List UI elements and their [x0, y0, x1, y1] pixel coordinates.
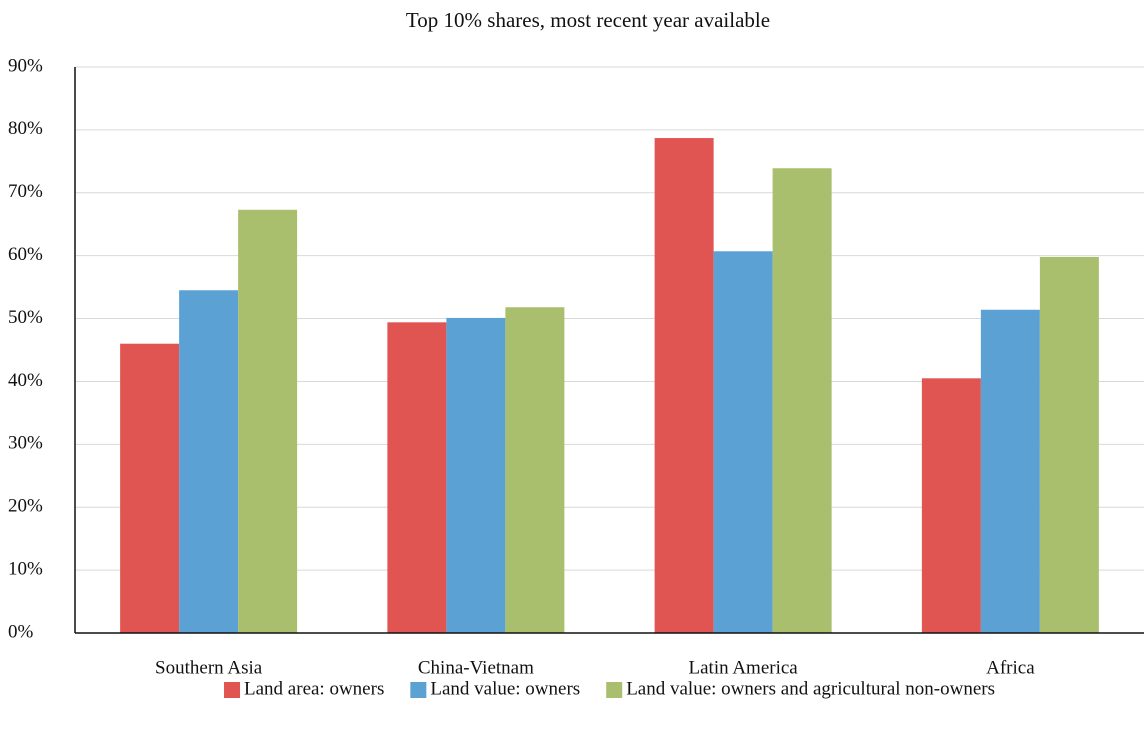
y-tick-label: 30%	[8, 433, 43, 454]
legend-label: Land value: owners	[430, 678, 580, 699]
x-tick-label: Latin America	[689, 657, 799, 678]
chart-title: Top 10% shares, most recent year availab…	[406, 8, 770, 32]
y-tick-label: 60%	[8, 244, 43, 265]
bar	[980, 309, 1040, 633]
legend-label: Land value: owners and agricultural non-…	[626, 678, 995, 699]
x-tick-label: Southern Asia	[155, 657, 263, 678]
y-tick-label: 70%	[8, 181, 43, 202]
legend-swatch	[606, 682, 623, 698]
bar	[654, 138, 714, 633]
bar	[120, 343, 180, 633]
y-tick-label: 80%	[8, 118, 43, 139]
y-tick-label: 50%	[8, 307, 43, 328]
y-tick-label: 40%	[8, 370, 43, 391]
bar	[505, 307, 565, 633]
y-tick-label: 20%	[8, 496, 43, 517]
bar	[238, 209, 298, 633]
x-tick-label: Africa	[986, 657, 1035, 678]
legend-swatch	[224, 682, 241, 698]
y-tick-label: 0%	[8, 621, 34, 642]
bar	[772, 168, 832, 634]
y-tick-label: 90%	[8, 55, 43, 76]
y-tick-label: 10%	[8, 558, 43, 579]
legend: Land area: owners Land value: owners Land …	[224, 678, 995, 699]
bar	[713, 251, 773, 633]
bar	[446, 317, 506, 633]
x-tick-label: China-Vietnam	[418, 657, 534, 678]
bar	[179, 290, 239, 633]
bar	[1039, 256, 1099, 633]
legend-swatch	[410, 682, 427, 698]
bar	[387, 322, 447, 633]
legend-label: Land area: owners	[244, 678, 384, 699]
bar	[921, 378, 981, 633]
